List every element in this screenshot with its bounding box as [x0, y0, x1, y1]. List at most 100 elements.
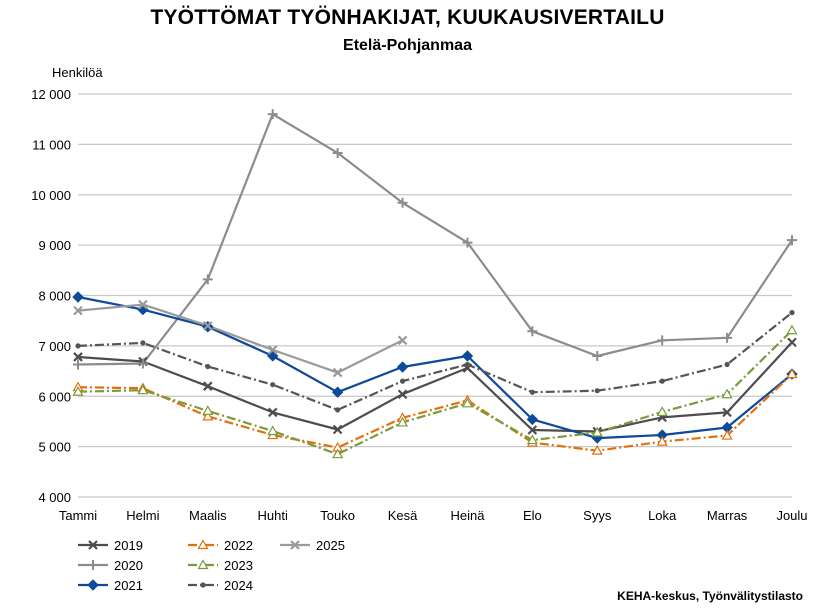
data-point-2025: [138, 299, 148, 310]
y-tick-label: 12 000: [31, 87, 71, 102]
data-point-2025: [332, 367, 343, 378]
data-point-2023: [332, 448, 344, 459]
data-point-2023: [461, 397, 473, 408]
x-tick-label: Loka: [648, 508, 677, 523]
legend-marker: [200, 582, 206, 588]
x-tick-label: Elo: [523, 508, 542, 523]
data-point-2020: [332, 147, 343, 158]
series-line-2023: [77, 329, 793, 456]
data-point-2024: [659, 378, 665, 384]
x-tick-label: Maalis: [189, 508, 227, 523]
y-axis-ticks: 4 000 5 000 6 000 7 000 8 000 9 000 10 000 11 0…: [31, 87, 71, 505]
data-point-2023: [591, 426, 603, 437]
data-point-2019: [73, 352, 83, 362]
y-tick-label: 9 000: [38, 238, 71, 253]
data-point-2019: [527, 425, 538, 435]
legend-item-2024: 2024: [188, 578, 253, 593]
data-point-2023: [656, 406, 668, 416]
legend-label: 2024: [224, 578, 253, 593]
series-line-2024: [77, 311, 793, 411]
data-point-2022: [591, 444, 603, 455]
data-point-2023: [397, 416, 409, 427]
data-point-2022: [202, 410, 214, 421]
data-point-2024: [75, 343, 81, 349]
data-point-2019: [462, 363, 473, 373]
source-note: KEHA-keskus, Työnvälitystilasto: [617, 589, 803, 603]
data-point-2020: [397, 197, 408, 208]
data-point-2023: [267, 425, 279, 436]
data-point-2024: [464, 361, 471, 368]
data-point-2021: [526, 413, 539, 426]
legend-label: 2020: [114, 558, 143, 573]
data-point-2019: [722, 407, 732, 418]
legend-marker: [88, 560, 98, 570]
x-tick-label: Touko: [320, 508, 355, 523]
data-point-2019: [267, 407, 278, 418]
data-point-2020: [787, 235, 797, 246]
data-point-2024: [789, 310, 795, 316]
legend-label: 2022: [224, 538, 253, 553]
y-tick-label: 10 000: [31, 188, 71, 203]
data-point-2020: [267, 109, 278, 120]
data-point-2020: [73, 359, 83, 370]
legend-item-2025: 2025: [280, 538, 345, 553]
legend-marker: [197, 539, 209, 550]
x-tick-label: Marras: [707, 508, 748, 523]
data-point-2025: [397, 335, 408, 346]
data-point-2021: [396, 361, 409, 373]
data-point-2024: [724, 361, 730, 368]
data-point-2022: [656, 435, 668, 446]
gridlines: [78, 93, 792, 498]
series-line-2021: [77, 295, 793, 440]
data-point-2020: [462, 237, 473, 248]
data-point-2020: [137, 358, 148, 369]
x-tick-label: Helmi: [126, 508, 159, 523]
y-axis-label: Henkilöä: [52, 65, 103, 80]
chart-subtitle: Etelä-Pohjanmaa: [343, 37, 472, 54]
x-axis-ticks: Tammi Helmi Maalis Huhti Touko Kesä Heinä Elo Sy…: [59, 508, 808, 523]
x-tick-label: Kesä: [388, 508, 418, 523]
legend-label: 2023: [224, 558, 253, 573]
legend-label: 2021: [114, 578, 143, 593]
data-point-2020: [202, 274, 213, 285]
data-point-2024: [529, 389, 535, 395]
chart-title: TYÖTTÖMAT TYÖNHAKIJAT, KUUKAUSIVERTAILU: [150, 6, 665, 29]
data-point-2019: [397, 389, 408, 400]
legend-marker: [88, 540, 98, 550]
data-point-2023: [137, 384, 149, 395]
data-point-2025: [267, 345, 278, 355]
y-tick-label: 8 000: [38, 289, 71, 304]
data-point-2020: [722, 332, 733, 343]
y-tick-label: 4 000: [38, 490, 71, 505]
data-point-2019: [332, 424, 343, 435]
legend: 2019 2020 2021 2022 2023 2024 2025: [78, 538, 345, 593]
x-tick-label: Heinä: [450, 508, 485, 523]
data-point-2024: [205, 363, 211, 370]
legend-marker: [197, 559, 209, 570]
data-point-2023: [526, 434, 538, 445]
series-line-2019: [77, 341, 793, 433]
legend-label: 2025: [316, 538, 345, 553]
legend-item-2022: 2022: [188, 538, 253, 553]
y-tick-label: 5 000: [38, 440, 71, 455]
data-point-2019: [203, 381, 213, 391]
legend-label: 2019: [114, 538, 143, 553]
data-point-2024: [399, 378, 406, 384]
y-tick-label: 11 000: [32, 137, 71, 152]
data-point-2023: [721, 388, 733, 399]
series-line-2025: [77, 303, 403, 374]
x-tick-label: Syys: [583, 508, 612, 523]
data-point-2024: [270, 382, 276, 388]
x-tick-label: Tammi: [59, 508, 97, 523]
data-point-2020: [592, 350, 603, 361]
x-tick-label: Joulu: [776, 508, 807, 523]
data-point-2025: [73, 305, 83, 316]
legend-item-2019: 2019: [78, 538, 143, 553]
data-point-2021: [331, 386, 344, 398]
data-point-2021: [461, 350, 474, 362]
legend-marker: [290, 540, 300, 550]
data-point-2019: [787, 337, 797, 348]
series-line-2020: [77, 113, 793, 366]
data-point-2023: [72, 385, 84, 396]
